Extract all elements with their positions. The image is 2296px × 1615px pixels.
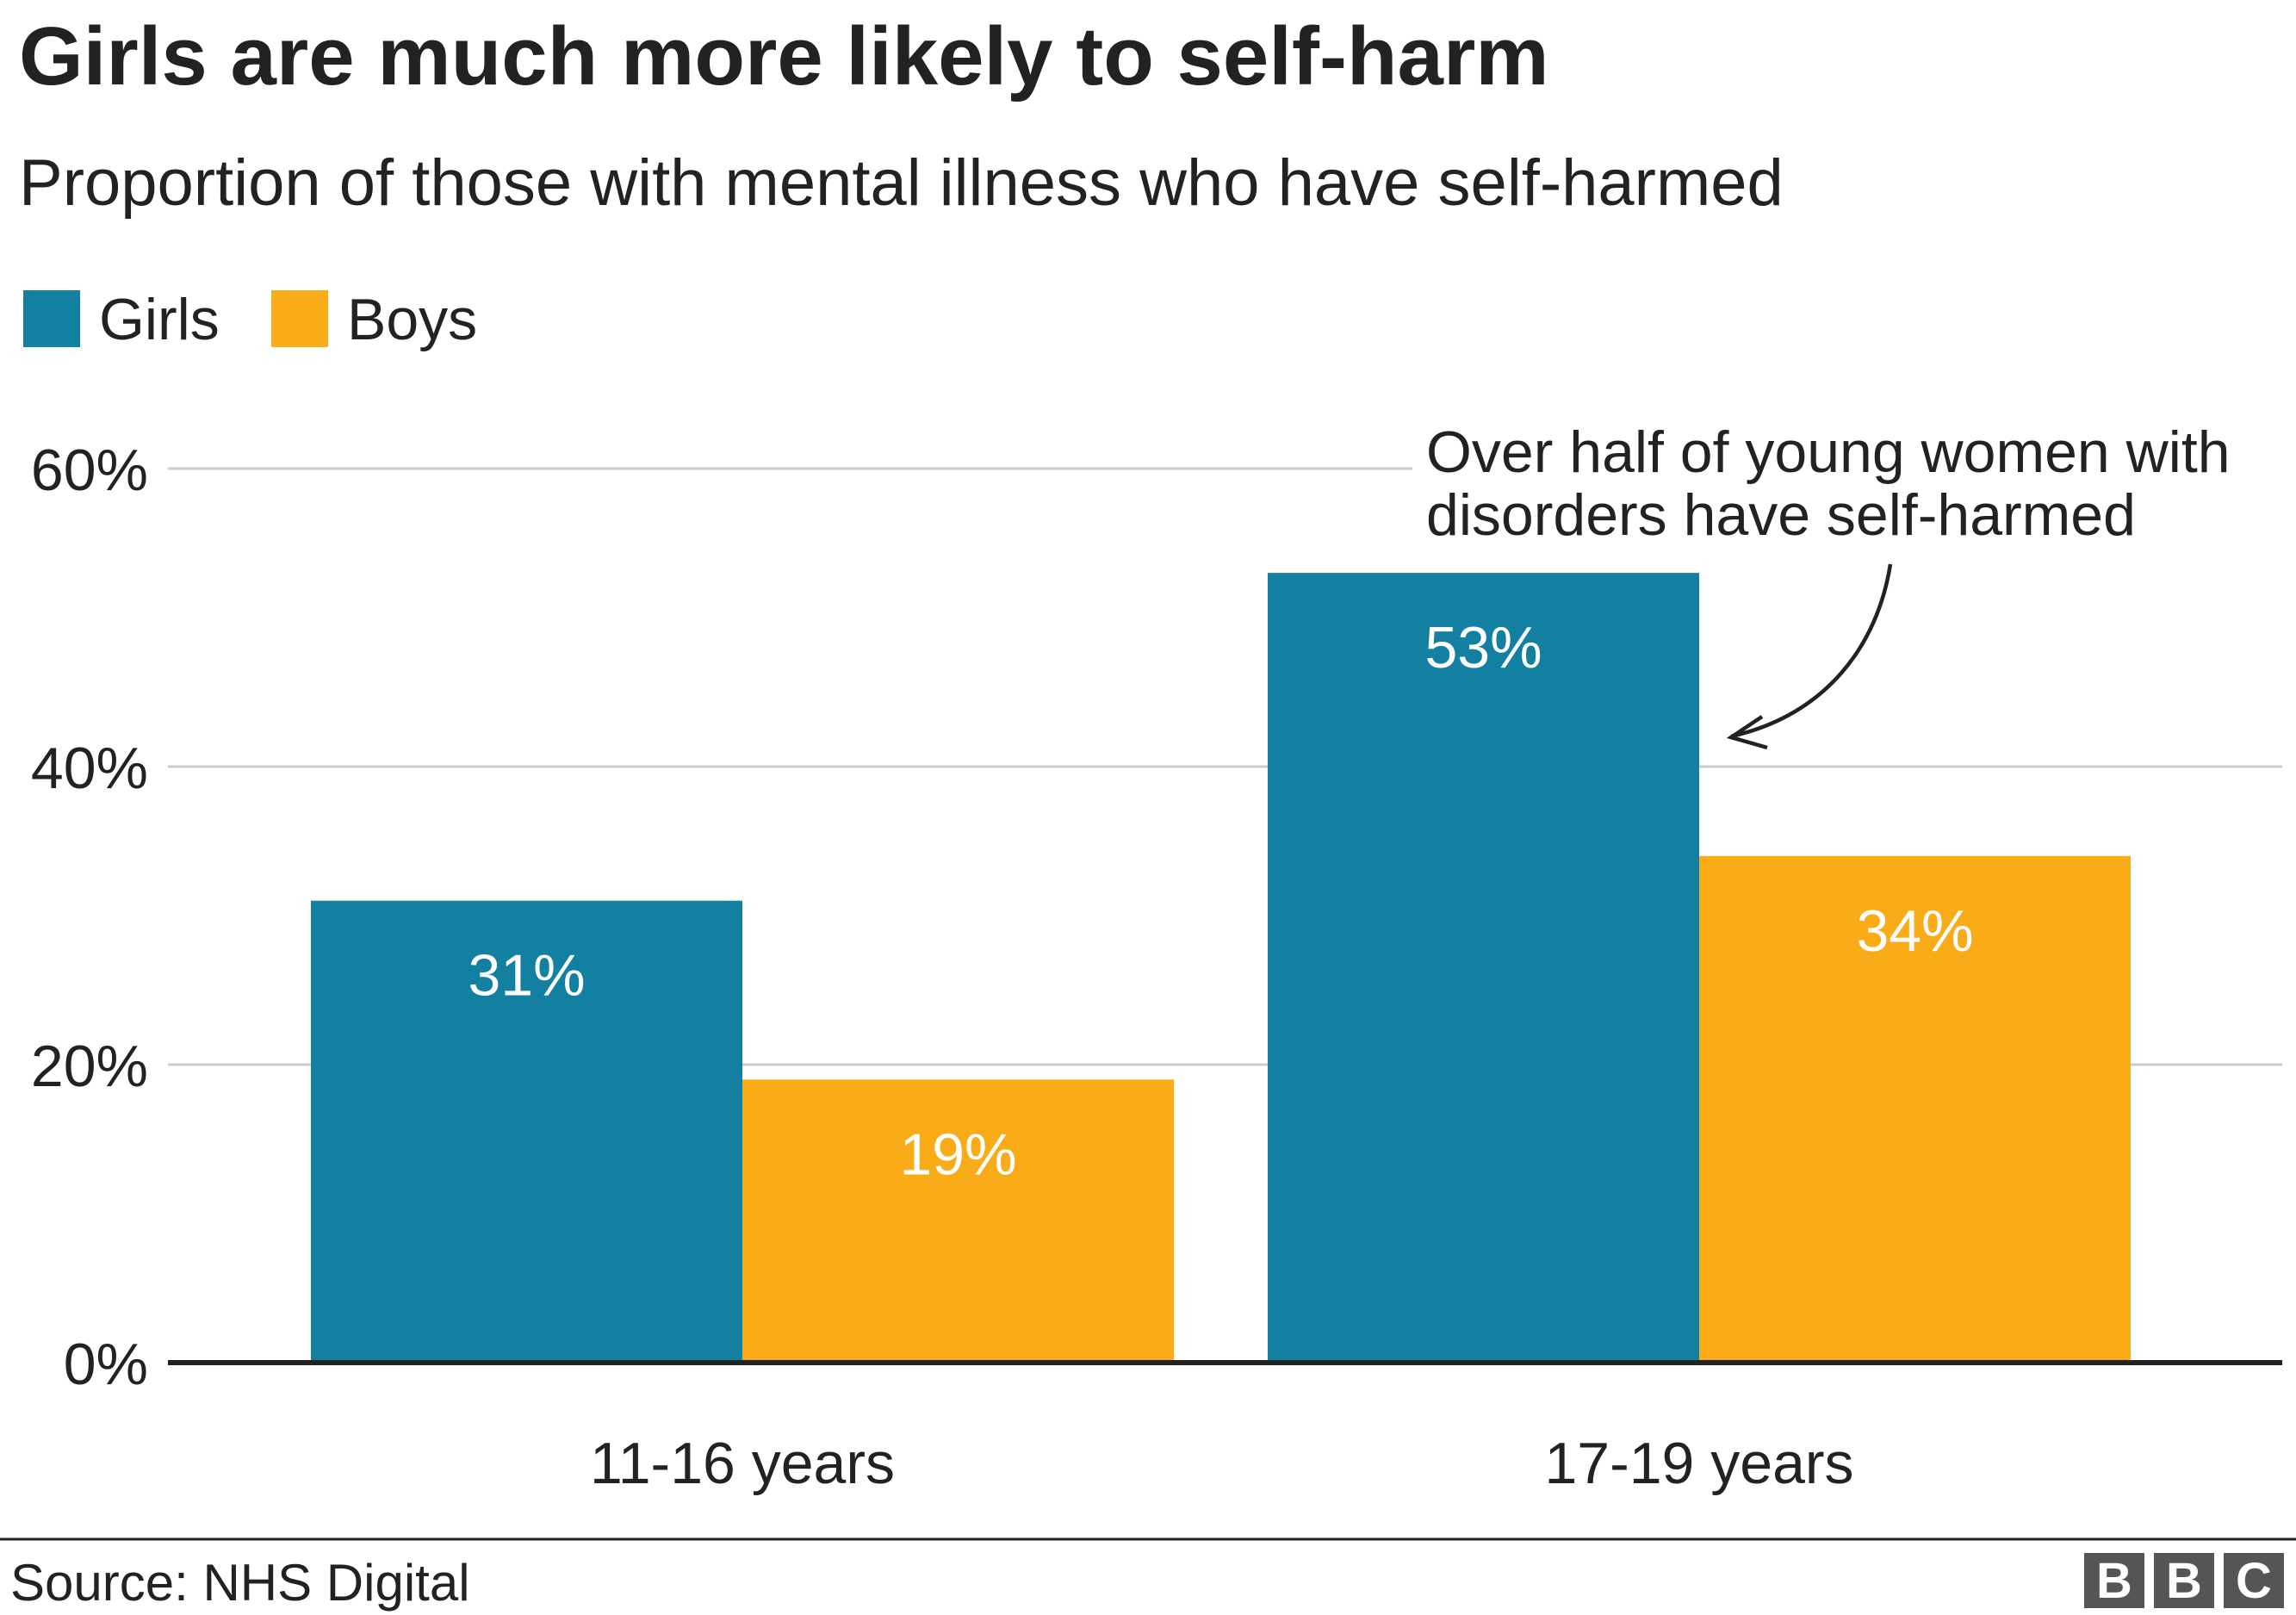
legend-label-girls: Girls bbox=[99, 287, 220, 352]
y-tick-label: 60% bbox=[31, 438, 148, 503]
bbc-logo-block bbox=[2084, 1553, 2144, 1608]
bar-boys-2 bbox=[1699, 855, 2131, 1363]
annotation-arrowhead bbox=[1726, 715, 1768, 750]
y-tick-label: 40% bbox=[31, 736, 148, 801]
bbc-logo-letter: C bbox=[2236, 1553, 2272, 1609]
bar-value-label: 31% bbox=[468, 943, 585, 1009]
bar-boys-1 bbox=[742, 1079, 1174, 1363]
bar-girls-1 bbox=[311, 900, 742, 1363]
bar-girls-2 bbox=[1268, 573, 1699, 1363]
y-tick-label: 20% bbox=[31, 1034, 148, 1099]
chart-title: Girls are much more likely to self-harm bbox=[19, 10, 1549, 102]
bar-value-label: 34% bbox=[1856, 898, 1973, 964]
bbc-logo-block bbox=[2224, 1553, 2284, 1608]
bar-value-label: 19% bbox=[899, 1121, 1016, 1187]
source-text: Source: NHS Digital bbox=[10, 1554, 470, 1612]
y-tick-label: 0% bbox=[64, 1332, 148, 1397]
legend-swatch-girls bbox=[23, 290, 80, 347]
bar-value-label: 53% bbox=[1424, 615, 1542, 680]
legend-label-boys: Boys bbox=[347, 287, 477, 352]
bbc-logo-letter: B bbox=[2166, 1553, 2202, 1609]
annotation-text: Over half of young women with bbox=[1426, 419, 2231, 485]
x-tick-label: 17-19 years bbox=[1544, 1431, 1853, 1496]
chart-subtitle: Proportion of those with mental illness … bbox=[19, 146, 1784, 220]
bbc-logo-letter: B bbox=[2096, 1553, 2132, 1609]
annotation-arrow bbox=[1730, 563, 1893, 739]
bbc-logo-block bbox=[2154, 1553, 2214, 1608]
legend-swatch-boys bbox=[271, 290, 328, 347]
x-tick-label: 11-16 years bbox=[590, 1431, 895, 1496]
annotation-text: disorders have self-harmed bbox=[1426, 482, 2136, 548]
